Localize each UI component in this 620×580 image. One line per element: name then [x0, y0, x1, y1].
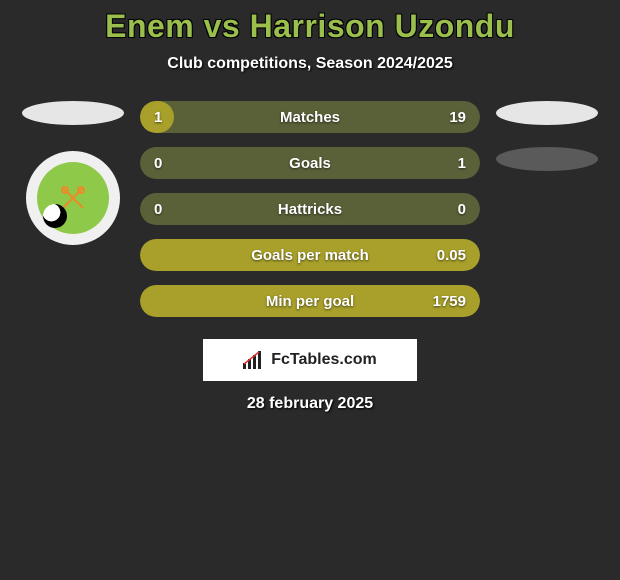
date-text: 28 february 2025: [0, 395, 620, 413]
right-column: [492, 101, 602, 171]
stat-label: Goals: [289, 155, 331, 172]
stat-value-left: 0: [154, 201, 162, 218]
stats-column: 1 Matches 19 0 Goals 1 0 Hattricks 0 Goals per ma…: [140, 101, 480, 317]
page-title: Enem vs Harrison Uzondu: [0, 8, 620, 45]
stat-row: Min per goal 1759: [140, 285, 480, 317]
stat-label: Min per goal: [266, 293, 354, 310]
stat-row: 1 Matches 19: [140, 101, 480, 133]
stat-row: Goals per match 0.05: [140, 239, 480, 271]
branding-badge: FcTables.com: [203, 339, 417, 381]
branding-text: FcTables.com: [271, 351, 377, 369]
stat-value-right: 0: [458, 201, 466, 218]
stat-label: Hattricks: [278, 201, 342, 218]
stat-label: Goals per match: [251, 247, 369, 264]
player-placeholder-oval: [496, 147, 598, 171]
content-row: 1 Matches 19 0 Goals 1 0 Hattricks 0 Goals per ma…: [0, 101, 620, 317]
soccer-ball-icon: [43, 204, 67, 228]
stat-value-left: 0: [154, 155, 162, 172]
stat-value-right: 1759: [433, 293, 466, 310]
stat-label: Matches: [280, 109, 340, 126]
stat-row: 0 Goals 1: [140, 147, 480, 179]
club-badge: [26, 151, 120, 245]
subtitle: Club competitions, Season 2024/2025: [0, 55, 620, 73]
stat-value-right: 19: [449, 109, 466, 126]
player-placeholder-oval: [496, 101, 598, 125]
stat-row: 0 Hattricks 0: [140, 193, 480, 225]
bar-chart-icon: [243, 351, 265, 369]
stat-value-right: 0.05: [437, 247, 466, 264]
left-column: [18, 101, 128, 245]
infographic-container: Enem vs Harrison Uzondu Club competition…: [0, 0, 620, 413]
stat-value-right: 1: [458, 155, 466, 172]
club-badge-inner: [37, 162, 109, 234]
player-placeholder-oval: [22, 101, 124, 125]
stat-value-left: 1: [154, 109, 162, 126]
